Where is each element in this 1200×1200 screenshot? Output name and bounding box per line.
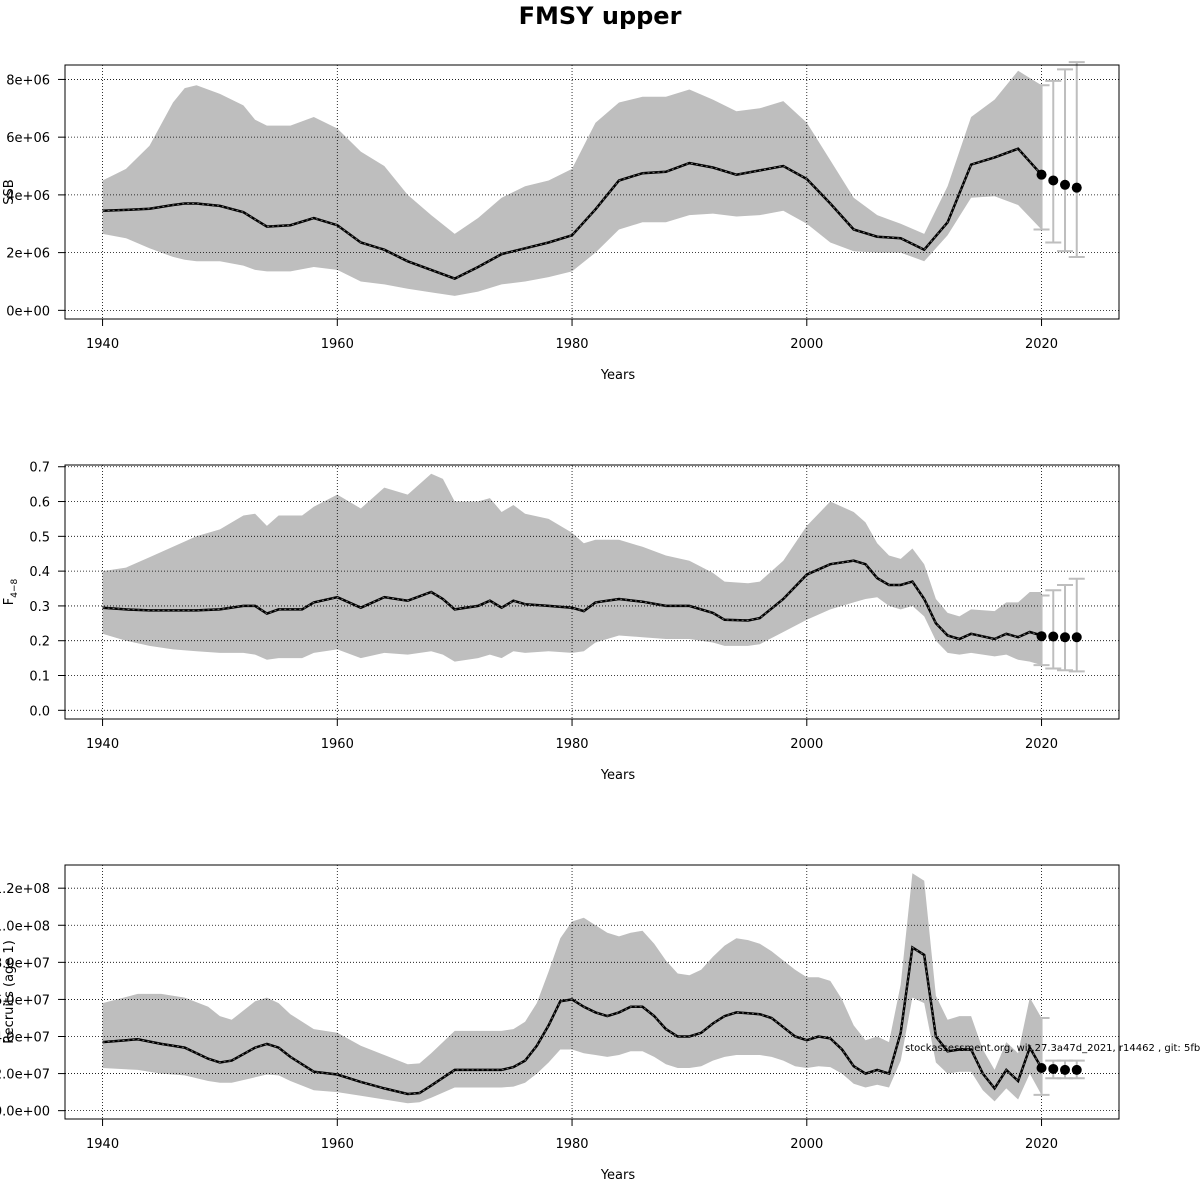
x-tick-label: 1940 [86, 337, 119, 352]
plot-frame [64, 64, 1120, 320]
y-tick-label: 0.2 [29, 635, 50, 650]
x-tick-label: 2000 [790, 337, 823, 352]
y-tick-label: 4e+06 [6, 189, 50, 204]
forecast-point [1036, 1063, 1047, 1074]
estimate-line-dashes [102, 946, 1042, 1095]
plot-frame [64, 864, 1120, 1120]
x-tick-label: 1980 [555, 737, 588, 752]
y-tick-label: 0.4 [29, 565, 50, 580]
ssb-panel: 1940 1960 1980 2000 2020 0e+00 2e+06 4e+06 6e+06… [2, 61, 1120, 383]
x-tick-label: 2000 [790, 1137, 823, 1152]
y-tick-label: 0.6 [29, 496, 50, 511]
forecast-point [1060, 632, 1071, 643]
forecast-point [1060, 1064, 1071, 1075]
forecast-point [1071, 182, 1082, 193]
y-tick-label: 6e+06 [6, 131, 50, 146]
recruits-panel: 1940 1960 1980 2000 2020 0.0e+00 2.0e+07 4.0e+0… [0, 864, 1120, 1183]
y-tick-label: 2.0e+07 [0, 1068, 50, 1083]
forecast-point [1048, 1063, 1059, 1074]
forecast-point [1036, 169, 1047, 180]
x-tick-label: 2020 [1025, 1137, 1058, 1152]
x-tick-label: 1960 [321, 737, 354, 752]
y-tick-label: 8.0e+07 [0, 956, 50, 971]
estimate-line-dashes [102, 560, 1042, 640]
y-tick-label: 0.7 [29, 461, 50, 476]
confidence-band [102, 473, 1042, 666]
forecast-point [1071, 1064, 1082, 1075]
y-tick-label: 1.2e+08 [0, 882, 50, 897]
chart-title: FMSY upper [519, 2, 682, 30]
y-axis-label: SSB [2, 179, 17, 204]
y-tick-label: 8e+06 [6, 73, 50, 88]
x-tick-label: 1960 [321, 337, 354, 352]
x-tick-label: 2020 [1025, 737, 1058, 752]
y-tick-label: 0.3 [29, 600, 50, 615]
forecast-point [1060, 179, 1071, 190]
x-axis-label: Years [600, 368, 636, 383]
estimate-line-dashes [102, 148, 1042, 280]
plot-frame [64, 464, 1120, 720]
y-tick-label: 0e+00 [6, 304, 50, 319]
y-tick-label: 1.0e+08 [0, 919, 50, 934]
forecast-point [1048, 631, 1059, 642]
y-tick-label: 2e+06 [6, 247, 50, 262]
footnote: stockassessment.org, wit.27.3a47d_2021, … [905, 1043, 1200, 1054]
y-tick-label: 0.1 [29, 670, 50, 685]
x-axis-label: Years [600, 1168, 636, 1183]
x-tick-label: 2000 [790, 737, 823, 752]
y-tick-label: 0.0 [29, 704, 50, 719]
forecast-point [1071, 632, 1082, 643]
y-tick-label: 0.5 [29, 530, 50, 545]
x-tick-label: 1980 [555, 1137, 588, 1152]
y-tick-label: 4.0e+07 [0, 1030, 50, 1045]
y-tick-label: 0.0e+00 [0, 1105, 50, 1120]
y-axis-label: Recruits (age 1) [2, 940, 17, 1044]
y-axis-label: F4−8 [2, 578, 20, 605]
forecast-point [1048, 175, 1059, 186]
x-tick-label: 2020 [1025, 337, 1058, 352]
fishing-mortality-panel: 1940 1960 1980 2000 2020 0.0 0.1 0.2 0.3 0.4 0.5 0.… [2, 461, 1120, 783]
forecast-point [1036, 631, 1047, 642]
x-tick-label: 1960 [321, 1137, 354, 1152]
y-tick-label: 6.0e+07 [0, 993, 50, 1008]
x-axis-label: Years [600, 768, 636, 783]
x-tick-label: 1980 [555, 337, 588, 352]
x-tick-label: 1940 [86, 1137, 119, 1152]
x-tick-label: 1940 [86, 737, 119, 752]
